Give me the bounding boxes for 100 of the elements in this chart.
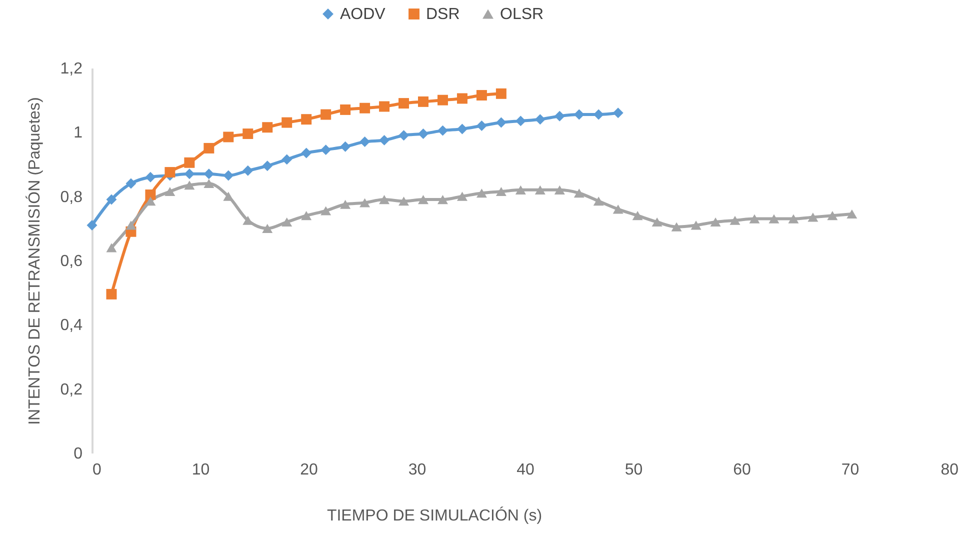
point bbox=[223, 170, 234, 181]
point bbox=[749, 214, 760, 224]
point bbox=[632, 211, 643, 220]
point bbox=[340, 104, 351, 115]
point bbox=[145, 196, 156, 206]
y-tick-label: 0,6 bbox=[60, 253, 83, 270]
point bbox=[164, 167, 176, 178]
point bbox=[184, 180, 195, 190]
point bbox=[418, 128, 428, 140]
legend-label: OLSR bbox=[500, 6, 544, 23]
point bbox=[554, 185, 565, 194]
point bbox=[164, 186, 176, 196]
point bbox=[282, 154, 292, 165]
point bbox=[476, 188, 487, 198]
point bbox=[437, 125, 448, 136]
point bbox=[515, 116, 526, 126]
point bbox=[301, 211, 312, 220]
point bbox=[496, 186, 506, 196]
point bbox=[456, 124, 468, 134]
point bbox=[418, 96, 428, 107]
x-tick-label: 60 bbox=[733, 462, 751, 478]
y-axis-title: INTENTOS DE RETRANSMISIÓN (Paquetes) bbox=[25, 97, 44, 425]
point bbox=[690, 220, 702, 230]
point bbox=[340, 200, 351, 209]
point bbox=[204, 142, 214, 154]
point bbox=[204, 178, 214, 188]
point bbox=[242, 128, 254, 140]
point bbox=[827, 211, 838, 220]
point bbox=[612, 204, 624, 214]
y-tick-label: 1,2 bbox=[60, 60, 83, 78]
legend-label: DSR bbox=[426, 6, 460, 23]
point bbox=[788, 214, 799, 224]
point bbox=[282, 117, 292, 128]
point bbox=[515, 185, 526, 194]
point bbox=[846, 209, 858, 219]
point bbox=[398, 98, 410, 109]
point bbox=[145, 172, 156, 182]
point bbox=[282, 217, 292, 227]
point bbox=[262, 160, 273, 172]
point bbox=[574, 109, 584, 120]
point bbox=[437, 94, 448, 106]
y-tick-label: 0 bbox=[74, 446, 83, 462]
point bbox=[710, 217, 721, 227]
point bbox=[612, 108, 624, 118]
x-axis-title: TIEMPO DE SIMULACIÓN (s) bbox=[326, 506, 542, 524]
y-tick-label: 0,4 bbox=[60, 317, 83, 334]
point bbox=[320, 109, 332, 120]
point bbox=[126, 178, 136, 189]
point bbox=[418, 195, 428, 204]
point bbox=[106, 288, 117, 300]
point bbox=[204, 168, 214, 180]
point bbox=[808, 212, 818, 222]
x-tick-label: 50 bbox=[624, 462, 643, 478]
point bbox=[768, 214, 780, 224]
x-tick-label: 0 bbox=[92, 462, 102, 478]
point bbox=[262, 224, 273, 233]
point bbox=[398, 130, 410, 141]
point bbox=[242, 216, 254, 225]
point bbox=[223, 132, 234, 142]
point bbox=[379, 101, 390, 112]
point bbox=[360, 136, 370, 148]
x-tick-label: 80 bbox=[940, 462, 959, 478]
point bbox=[379, 195, 390, 204]
point bbox=[574, 188, 584, 198]
x-tick-label: 20 bbox=[300, 462, 318, 478]
point bbox=[456, 192, 468, 201]
point bbox=[593, 196, 604, 206]
y-tick-label: 1 bbox=[74, 124, 83, 142]
point bbox=[379, 134, 390, 146]
point bbox=[223, 192, 234, 201]
point bbox=[106, 194, 117, 205]
point bbox=[145, 189, 156, 200]
point bbox=[554, 110, 565, 122]
x-tick-label: 30 bbox=[408, 462, 426, 478]
point bbox=[730, 216, 740, 225]
point bbox=[106, 243, 117, 252]
point bbox=[126, 220, 136, 230]
point bbox=[301, 148, 312, 158]
point bbox=[671, 222, 682, 232]
point bbox=[652, 217, 662, 227]
point bbox=[456, 93, 468, 104]
point bbox=[320, 206, 332, 216]
point bbox=[360, 102, 370, 114]
point bbox=[496, 117, 506, 128]
y-tick-label: 0,8 bbox=[60, 188, 83, 206]
point bbox=[534, 114, 546, 125]
point bbox=[476, 90, 487, 101]
point bbox=[184, 168, 195, 180]
point bbox=[86, 220, 98, 230]
point bbox=[398, 196, 410, 206]
point bbox=[437, 195, 448, 204]
point bbox=[340, 141, 351, 152]
point bbox=[320, 144, 332, 156]
point bbox=[301, 114, 312, 125]
point bbox=[184, 157, 195, 168]
point bbox=[476, 120, 487, 131]
point bbox=[360, 198, 370, 208]
x-tick-label: 10 bbox=[192, 462, 210, 478]
x-tick-label: 70 bbox=[841, 462, 860, 478]
point bbox=[534, 185, 546, 194]
